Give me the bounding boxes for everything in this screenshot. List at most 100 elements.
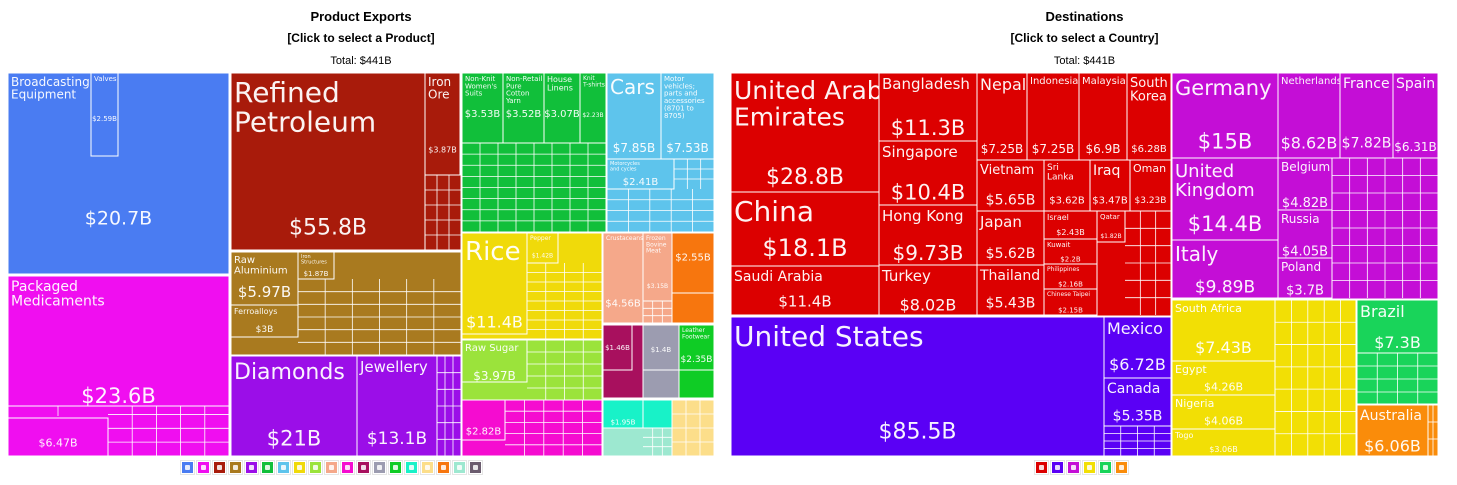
tile-rect[interactable] bbox=[1277, 157, 1333, 211]
tile-rect[interactable] bbox=[730, 316, 1105, 457]
textiles-icon[interactable] bbox=[260, 460, 275, 475]
treemap-tile-crustaceans[interactable]: Crustaceans $4.56B bbox=[602, 232, 644, 324]
tile-rect[interactable] bbox=[297, 251, 335, 280]
tile-rect[interactable] bbox=[1129, 159, 1172, 212]
animal-hides-icon[interactable] bbox=[436, 460, 451, 475]
tile-rect[interactable] bbox=[1356, 404, 1429, 457]
treemap-tile-knit-t-shirts[interactable]: Knit T-shirts $2.23B bbox=[579, 72, 607, 144]
treemap-tile-spain[interactable]: Spain $6.31B bbox=[1392, 72, 1439, 159]
select-country-link[interactable]: [Click to select a Country] bbox=[1010, 31, 1159, 45]
treemap-tile-motor-vehicles-parts-and-accessories-8701-to-8705[interactable]: Motor vehicles; parts and accessories (8701 … bbox=[660, 72, 715, 160]
treemap-tile-turkey[interactable]: Turkey $8.02B bbox=[878, 264, 978, 316]
treemap-tile-rice[interactable]: Rice $11.4B bbox=[461, 232, 528, 335]
wood-icon[interactable] bbox=[452, 460, 467, 475]
animal-products-icon[interactable] bbox=[324, 460, 339, 475]
treemap-tile-thailand[interactable]: Thailand $5.43B bbox=[976, 264, 1045, 316]
tile-rect[interactable] bbox=[230, 72, 426, 251]
treemap-tile-cars[interactable]: Cars $7.85B bbox=[606, 72, 662, 160]
treemap-tile-raw-aluminium[interactable]: Raw Aluminium $5.97B bbox=[230, 251, 299, 306]
treemap-tile-other[interactable]: $1.4B bbox=[642, 324, 680, 371]
tile-rect[interactable] bbox=[1171, 157, 1279, 241]
treemap-tile-iron-structures[interactable]: Iron Structures $1.87B bbox=[297, 251, 335, 280]
tile-rect[interactable] bbox=[461, 72, 504, 144]
treemap-tile-israel[interactable]: Israel $2.43B bbox=[1043, 210, 1098, 240]
treemap-tile-togo[interactable]: Togo $3.06B bbox=[1171, 428, 1276, 457]
paper-icon[interactable] bbox=[420, 460, 435, 475]
tile-rect[interactable] bbox=[1078, 72, 1128, 161]
treemap-tile-raw-sugar[interactable]: Raw Sugar $3.97B bbox=[461, 339, 528, 383]
tile-rect[interactable] bbox=[1171, 239, 1279, 299]
treemap-tile-medicament-mixes[interactable]: $6.47B bbox=[7, 417, 109, 457]
treemap-tile-sri-lanka[interactable]: Sri Lanka $3.62B bbox=[1043, 159, 1091, 212]
footwear-icon[interactable] bbox=[388, 460, 403, 475]
treemap-tile-indonesia[interactable]: Indonesia $7.25B bbox=[1026, 72, 1080, 161]
tile-rect[interactable] bbox=[660, 72, 715, 160]
tile-rect[interactable] bbox=[424, 72, 461, 176]
tile-rect[interactable] bbox=[730, 72, 880, 193]
minerals-icon[interactable] bbox=[212, 460, 227, 475]
treemap-tile-saudi-arabia[interactable]: Saudi Arabia $11.4B bbox=[730, 265, 880, 316]
precious-metals-icon[interactable] bbox=[244, 460, 259, 475]
treemap-tile-leather-footwear[interactable]: Leather Footwear $2.35B bbox=[678, 324, 715, 371]
treemap-tile-philippines[interactable]: Philippines $2.16B bbox=[1043, 263, 1098, 290]
treemap-tile-bangladesh[interactable]: Bangladesh $11.3B bbox=[878, 72, 978, 142]
treemap-tile-hong-kong[interactable]: Hong Kong $9.73B bbox=[878, 204, 978, 266]
oceania-icon[interactable] bbox=[1114, 460, 1129, 475]
europe-icon[interactable] bbox=[1066, 460, 1081, 475]
tile-rect[interactable] bbox=[461, 339, 528, 383]
treemap-tile-house-linens[interactable]: House Linens $3.07B bbox=[543, 72, 581, 144]
treemap-tile-netherlands[interactable]: Netherlands $8.62B bbox=[1277, 72, 1342, 159]
treemap-tile-trucks-and-vans[interactable]: $1.95B bbox=[602, 399, 644, 429]
treemap-tile-russia[interactable]: Russia $4.05B bbox=[1277, 209, 1333, 259]
treemap-tile-germany[interactable]: Germany $15B bbox=[1171, 72, 1279, 159]
treemap-tile-diamonds[interactable]: Diamonds $21B bbox=[230, 355, 358, 457]
treemap-tile-malaysia[interactable]: Malaysia $6.9B bbox=[1078, 72, 1128, 161]
treemap-tile-plastic-products[interactable]: $2.82B bbox=[461, 399, 506, 441]
tile-rect[interactable] bbox=[7, 275, 230, 407]
plastics-icon[interactable] bbox=[340, 460, 355, 475]
treemap-tile-iron-ore[interactable]: Iron Ore $3.87B bbox=[424, 72, 461, 176]
tile-rect[interactable] bbox=[1126, 72, 1172, 161]
tile-rect[interactable] bbox=[1277, 72, 1341, 159]
tile-rect[interactable] bbox=[461, 232, 528, 335]
treemap-tile-iraq[interactable]: Iraq $3.47B bbox=[1089, 159, 1131, 212]
treemap-tile-south-korea[interactable]: South Korea $6.28B bbox=[1126, 72, 1172, 161]
south-america-icon[interactable] bbox=[1098, 460, 1113, 475]
treemap-tile-non-retail-pure-cotton-yarn[interactable]: Non-Retail Pure Cotton Yarn $3.52B bbox=[502, 72, 545, 144]
tile-rect[interactable] bbox=[7, 417, 109, 457]
tile-rect[interactable] bbox=[1171, 72, 1279, 159]
treemap-tile-motorcycles-and-cycles[interactable]: Motorcycles and cycles $2.41B bbox=[606, 158, 675, 190]
treemap-tile-united-states[interactable]: United States $85.5B bbox=[730, 316, 1105, 457]
tile-rect[interactable] bbox=[1277, 257, 1333, 299]
treemap-tile-nigeria[interactable]: Nigeria $4.06B bbox=[1171, 394, 1276, 430]
tile-rect[interactable] bbox=[356, 355, 438, 457]
north-america-icon[interactable] bbox=[1050, 460, 1065, 475]
tile-rect[interactable] bbox=[1096, 210, 1126, 243]
tile-rect[interactable] bbox=[671, 232, 715, 294]
transportation-icon[interactable] bbox=[276, 460, 291, 475]
treemap-tile-nepal[interactable]: Nepal $7.25B bbox=[976, 72, 1028, 161]
tile-rect[interactable] bbox=[526, 232, 559, 264]
treemap-tile-belgium[interactable]: Belgium $4.82B bbox=[1277, 157, 1333, 211]
treemap-tile-valves[interactable]: Valves $2.59B bbox=[90, 72, 119, 157]
treemap-tile-mexico[interactable]: Mexico $6.72B bbox=[1103, 316, 1172, 379]
tile-rect[interactable] bbox=[730, 191, 880, 267]
tile-rect[interactable] bbox=[230, 304, 299, 338]
tile-rect[interactable] bbox=[976, 72, 1028, 161]
treemap-tile-engine-parts[interactable]: $2.55B bbox=[671, 232, 715, 294]
tile-rect[interactable] bbox=[579, 72, 607, 144]
treemap-tile-canada[interactable]: Canada $5.35B bbox=[1103, 377, 1172, 427]
tile-rect[interactable] bbox=[90, 72, 119, 157]
tile-rect[interactable] bbox=[976, 264, 1045, 316]
treemap-tile-united-kingdom[interactable]: United Kingdom $14.4B bbox=[1171, 157, 1279, 241]
tile-rect[interactable] bbox=[461, 399, 506, 441]
metals-icon[interactable] bbox=[228, 460, 243, 475]
tile-rect[interactable] bbox=[1171, 299, 1276, 362]
treemap-tile-japan[interactable]: Japan $5.62B bbox=[976, 210, 1045, 266]
arts-icon[interactable] bbox=[468, 460, 483, 475]
treemap-tile-vietnam[interactable]: Vietnam $5.65B bbox=[976, 159, 1045, 212]
tile-rect[interactable] bbox=[976, 210, 1045, 266]
treemap-tile-medical-instruments[interactable]: $1.46B bbox=[602, 324, 633, 371]
tile-rect[interactable] bbox=[878, 264, 978, 316]
treemap-tile-brazil[interactable]: Brazil $7.3B bbox=[1356, 299, 1439, 354]
